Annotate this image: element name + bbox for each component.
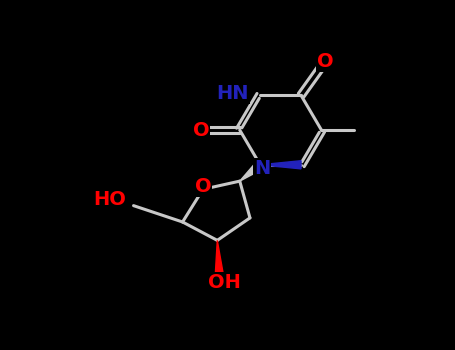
Text: HN: HN: [216, 84, 249, 103]
Polygon shape: [240, 161, 263, 181]
Text: O: O: [195, 176, 211, 196]
Text: N: N: [254, 159, 270, 177]
Text: HO: HO: [93, 190, 126, 209]
Polygon shape: [215, 240, 223, 275]
Polygon shape: [260, 161, 301, 169]
Text: O: O: [317, 52, 334, 71]
Text: O: O: [192, 120, 209, 140]
Text: OH: OH: [208, 273, 241, 292]
